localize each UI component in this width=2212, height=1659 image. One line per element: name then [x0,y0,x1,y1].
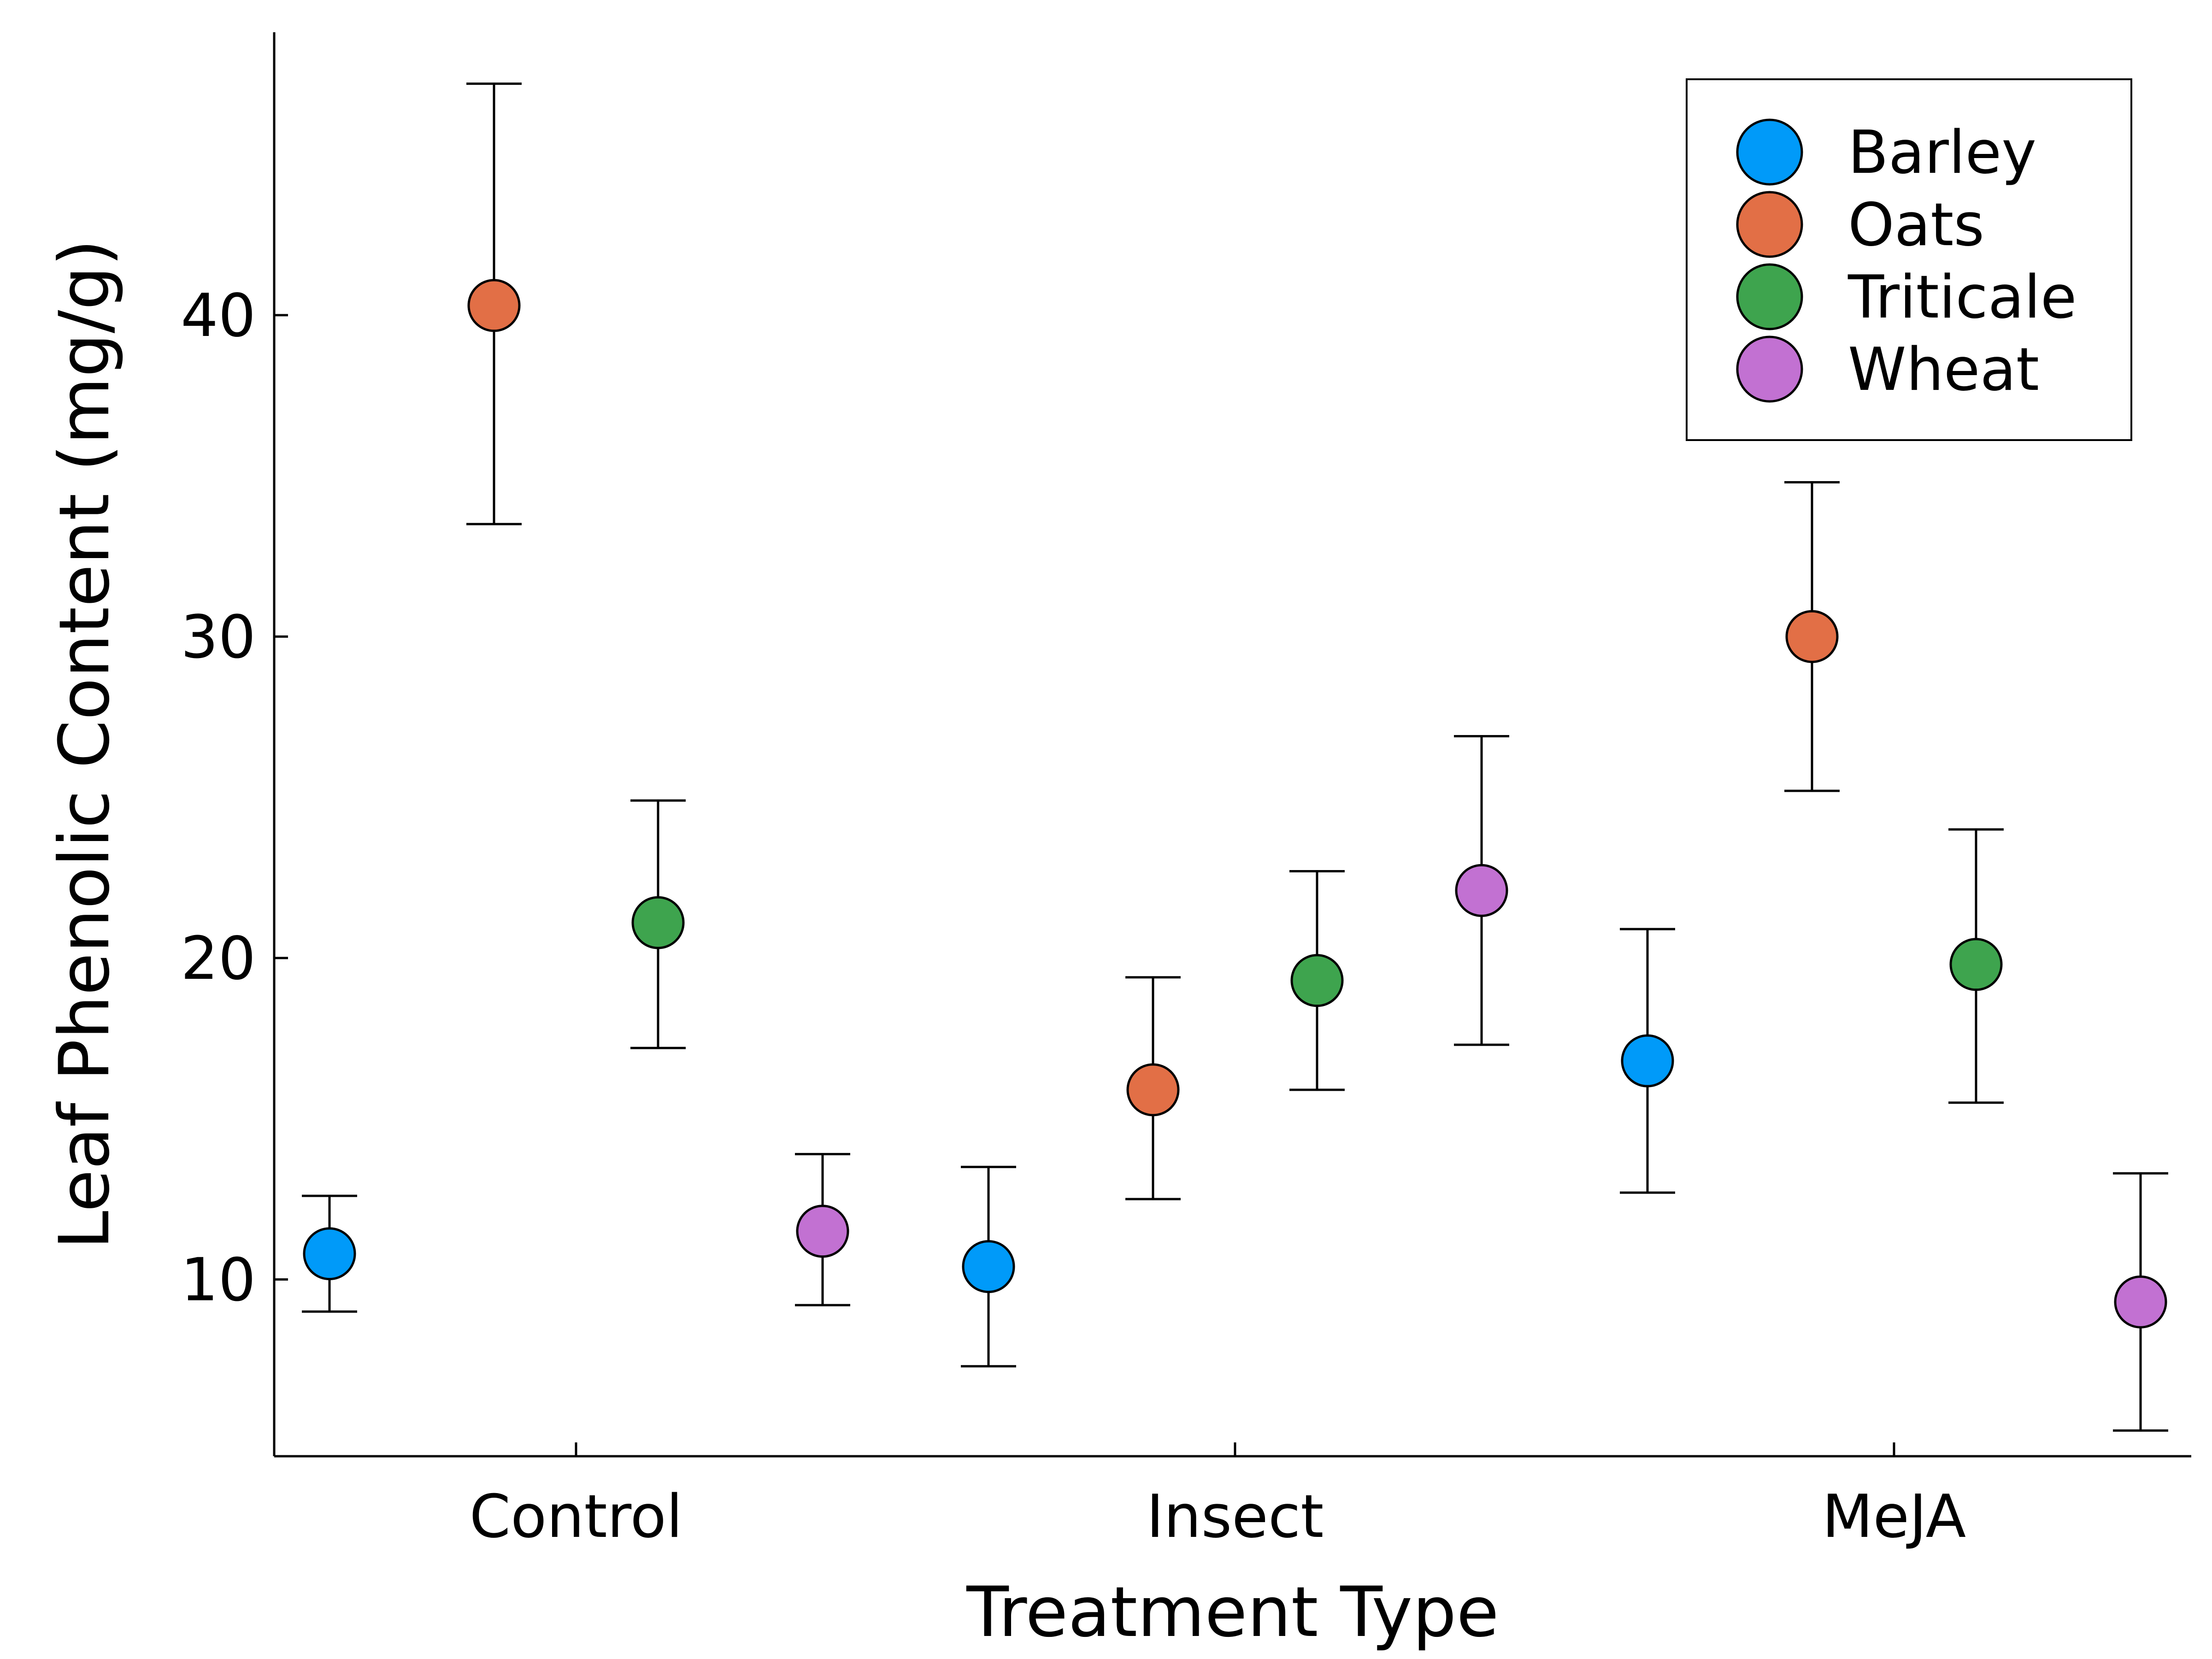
axes [273,32,2191,1458]
legend-marker-triticale [1736,263,1803,330]
data-point-oats [1785,610,1839,663]
y-axis-title: Leaf Phenolic Content (mg/g) [45,239,125,1249]
legend-label-triticale: Triticale [1847,263,2077,332]
error-bars [302,82,2168,1432]
data-point-barley [1621,1034,1674,1088]
data-point-triticale [1949,938,2003,991]
y-tick-label: 30 [181,603,256,671]
x-axis-title: Treatment Type [966,1572,1499,1653]
legend-marker-barley [1736,118,1803,186]
data-point-wheat [2114,1275,2167,1329]
x-tick-label: Control [470,1483,683,1551]
legend-label-wheat: Wheat [1848,335,2039,404]
legend-marker-oats [1736,191,1803,258]
data-point-triticale [1290,954,1344,1007]
legend-marker-wheat [1736,335,1803,403]
legend-label-oats: Oats [1848,191,1984,259]
y-tick-label: 20 [181,924,256,993]
data-point-barley [962,1240,1015,1293]
data-point-wheat [1455,864,1508,917]
data-point-barley [303,1227,356,1281]
points [303,279,2167,1329]
x-tick-label: MeJA [1822,1483,1966,1551]
legend-label-barley: Barley [1848,118,2036,187]
data-point-triticale [631,896,685,949]
x-tick-label: Insect [1147,1483,1324,1551]
x-ticks: Control Insect MeJA [470,1442,1966,1551]
y-tick-label: 40 [181,282,256,350]
y-tick-label: 10 [181,1246,256,1314]
data-point-oats [467,279,521,332]
y-ticks: 10 20 30 40 [181,282,288,1314]
data-point-wheat [796,1205,849,1258]
data-point-oats [1126,1063,1180,1117]
